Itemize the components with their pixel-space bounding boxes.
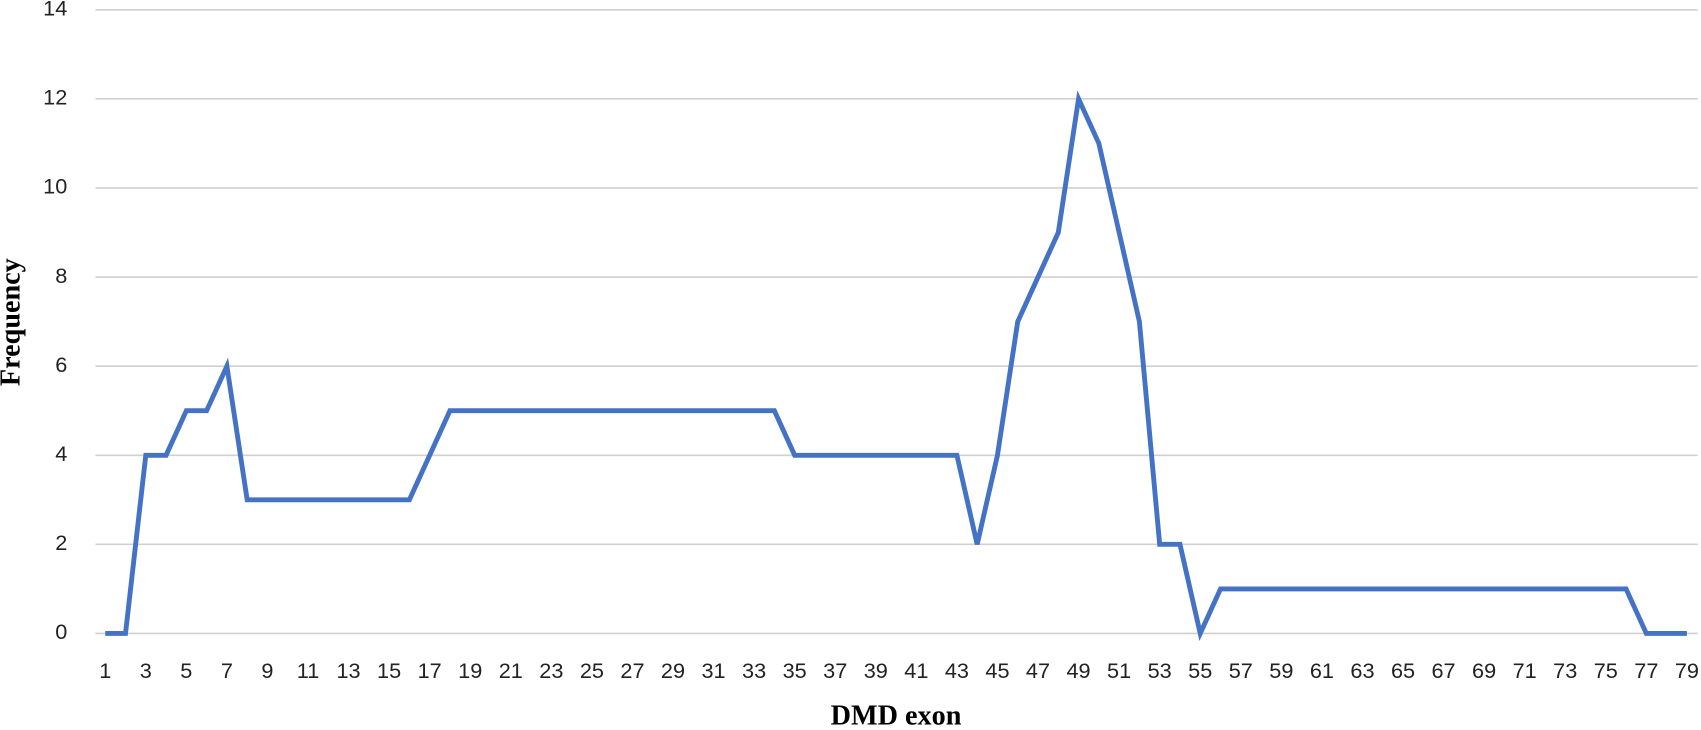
y-tick-label: 14 [43,0,67,20]
x-tick-label: 73 [1553,658,1577,683]
x-tick-label: 1 [99,658,111,683]
y-tick-label: 2 [55,530,67,555]
x-tick-label: 23 [539,658,563,683]
x-tick-label: 67 [1432,658,1456,683]
data-line [105,90,1687,642]
x-tick-label: 35 [783,658,807,683]
y-tick-label: 10 [43,174,67,199]
y-tick-label: 8 [55,263,67,288]
x-tick-label: 65 [1391,658,1415,683]
x-tick-label: 37 [823,658,847,683]
x-tick-label: 29 [661,658,685,683]
x-tick-label: 71 [1513,658,1537,683]
x-tick-label: 17 [418,658,442,683]
x-tick-label: 75 [1594,658,1618,683]
x-tick-label: 19 [458,658,482,683]
x-tick-label: 61 [1310,658,1334,683]
x-tick-label: 7 [221,658,233,683]
y-tick-label: 0 [55,619,67,644]
x-tick-label: 53 [1148,658,1172,683]
x-tick-label: 25 [580,658,604,683]
x-tick-label: 41 [904,658,928,683]
x-tick-label: 9 [261,658,273,683]
x-tick-label: 45 [985,658,1009,683]
x-tick-label: 27 [620,658,644,683]
x-tick-label: 51 [1107,658,1131,683]
y-tick-label: 6 [55,352,67,377]
x-tick-label: 3 [140,658,152,683]
y-axis-title: Frequency [0,258,26,386]
x-tick-label: 69 [1472,658,1496,683]
x-tick-label: 15 [377,658,401,683]
y-tick-label: 4 [55,441,67,466]
x-tick-label: 77 [1634,658,1658,683]
x-tick-label: 5 [180,658,192,683]
x-tick-label: 13 [336,658,360,683]
x-tick-label: 33 [742,658,766,683]
x-tick-label: 59 [1269,658,1293,683]
x-tick-label: 49 [1066,658,1090,683]
x-tick-label: 79 [1675,658,1699,683]
x-tick-label: 21 [499,658,523,683]
x-tick-label: 39 [864,658,888,683]
x-tick-label: 43 [945,658,969,683]
x-tick-label: 31 [701,658,725,683]
x-tick-label: 47 [1026,658,1050,683]
x-tick-label: 55 [1188,658,1212,683]
x-tick-label: 57 [1229,658,1253,683]
x-tick-label: 11 [297,658,320,683]
x-axis-title: DMD exon [831,701,962,730]
x-tick-label: 63 [1350,658,1374,683]
y-tick-label: 12 [43,85,67,110]
